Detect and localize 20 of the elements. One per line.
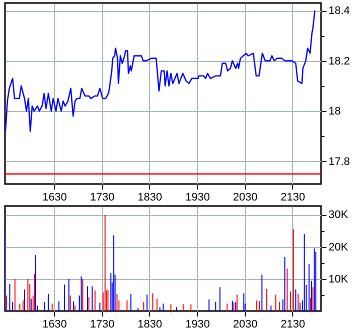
y-tick-label: 10K xyxy=(328,273,349,286)
x-tick-label: 1630 xyxy=(42,318,67,330)
y-tick-label: 18.4 xyxy=(328,5,350,18)
x-tick-label: 2030 xyxy=(233,192,258,204)
x-tick-label: 1730 xyxy=(90,192,114,204)
x-tick-label: 1730 xyxy=(90,318,114,330)
x-tick-label: 1930 xyxy=(185,318,210,330)
x-tick-label: 2030 xyxy=(233,318,258,330)
x-tick-label: 1630 xyxy=(42,192,67,204)
y-tick-label: 30K xyxy=(328,209,349,222)
x-tick-label: 1930 xyxy=(185,192,210,204)
y-tick-label: 18.2 xyxy=(328,55,350,68)
y-tick-label: 17.8 xyxy=(328,156,350,168)
x-tick-label: 2130 xyxy=(280,192,306,204)
x-tick-label: 1830 xyxy=(138,192,162,204)
x-tick-label: 2130 xyxy=(280,318,306,330)
y-tick-label: 20K xyxy=(328,241,349,254)
y-tick-label: 18 xyxy=(328,106,341,118)
line-series xyxy=(5,10,316,132)
x-tick-label: 1830 xyxy=(138,318,162,330)
